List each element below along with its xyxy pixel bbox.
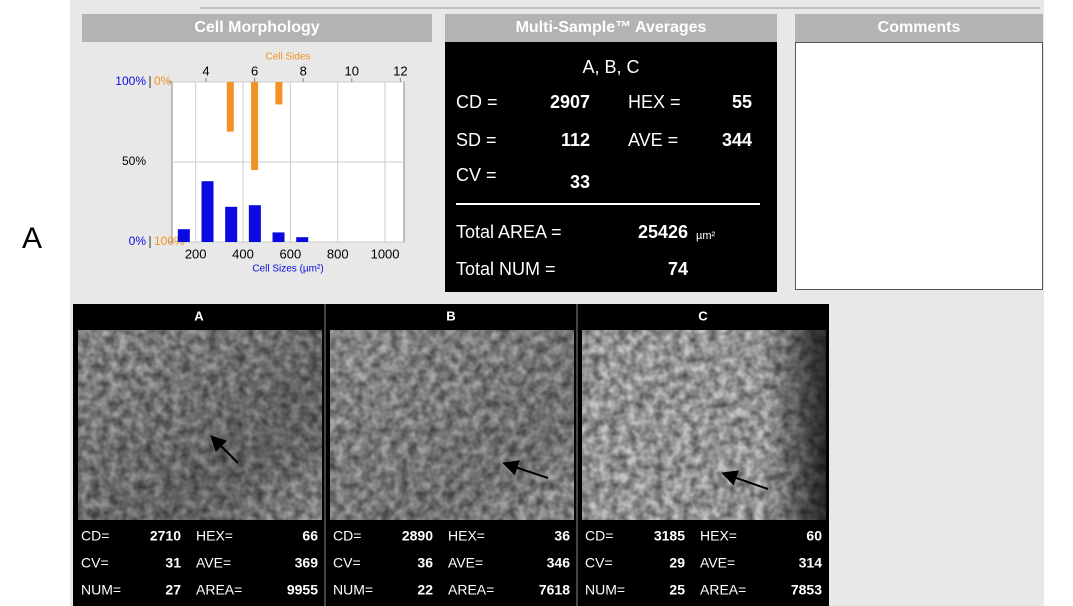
stat-label: CV= (585, 555, 613, 571)
stat-value: 2710 (150, 528, 181, 544)
micrograph-shade (330, 330, 574, 520)
stat-value: 9955 (287, 582, 318, 598)
comments-box[interactable] (796, 43, 1043, 290)
sample-name: C (698, 308, 708, 323)
bar (227, 82, 234, 132)
averages-title: Multi-Sample™ Averages (516, 19, 707, 36)
stat-unit: µm² (696, 230, 716, 242)
stat-label: SD = (456, 130, 497, 150)
stat-label: HEX = (628, 92, 681, 112)
x-tick-label: 1000 (371, 246, 400, 261)
micrograph-shade (78, 330, 322, 520)
stat-label: AREA= (700, 582, 746, 598)
stat-label: AREA= (448, 582, 494, 598)
stat-value: 2890 (402, 528, 433, 544)
stat-value: 55 (732, 92, 752, 112)
comments-title: Comments (878, 19, 961, 36)
stat-value: 25 (669, 582, 685, 598)
stat-label: AVE = (628, 130, 678, 150)
stat-label: CD= (81, 528, 109, 544)
stat-label: NUM= (585, 582, 625, 598)
stat-value: 36 (417, 555, 433, 571)
stat-label: AVE= (196, 555, 231, 571)
sample-name: B (446, 308, 455, 323)
averages-samples: A, B, C (582, 57, 639, 77)
stat-value: 60 (806, 528, 822, 544)
x2-tick-label: 6 (251, 63, 258, 78)
chart-title: Cell Morphology (194, 19, 319, 36)
stat-value: 29 (669, 555, 685, 571)
y2-tick-label: 0% (154, 74, 172, 88)
stat-label: AVE= (700, 555, 735, 571)
x2-tick-label: 4 (202, 63, 209, 78)
stat-label: CV= (333, 555, 361, 571)
x-tick-label: 400 (232, 246, 254, 261)
stat-label: Total AREA = (456, 222, 562, 242)
y-tick-label: 100% (115, 74, 146, 88)
stat-value: 112 (561, 130, 590, 150)
micrograph-shade (582, 330, 826, 520)
stat-value: 74 (668, 259, 688, 279)
bar (202, 181, 214, 242)
stat-value: 25426 (638, 222, 688, 242)
stat-value: 33 (570, 172, 590, 192)
stat-value: 344 (722, 130, 752, 150)
stat-label: CD= (585, 528, 613, 544)
x-tick-label: 800 (327, 246, 349, 261)
bar (249, 205, 261, 242)
bar (178, 229, 190, 242)
y-tick-label: 50% (122, 154, 146, 168)
stat-label: AREA= (196, 582, 242, 598)
stat-label: Total NUM = (456, 259, 556, 279)
stat-value: 66 (302, 528, 318, 544)
x2-tick-label: 12 (393, 63, 407, 78)
x-tick-label: 200 (185, 246, 207, 261)
stat-label: NUM= (81, 582, 121, 598)
stat-value: 22 (417, 582, 433, 598)
stat-label: HEX= (700, 528, 737, 544)
stat-value: 7618 (539, 582, 570, 598)
stat-value: 7853 (791, 582, 822, 598)
stat-label: AVE= (448, 555, 483, 571)
x2-axis-title: Cell Sides (265, 52, 310, 63)
x2-tick-label: 8 (300, 63, 307, 78)
bar (296, 237, 308, 242)
stat-label: CD = (456, 92, 498, 112)
stat-label: CD= (333, 528, 361, 544)
bar (275, 82, 282, 104)
stat-label: HEX= (448, 528, 485, 544)
stat-label: CV= (81, 555, 109, 571)
stat-value: 2907 (550, 92, 590, 112)
x-axis-title: Cell Sizes (µm²) (252, 264, 323, 275)
stat-value: 346 (547, 555, 571, 571)
stat-value: 27 (165, 582, 181, 598)
stat-label: HEX= (196, 528, 233, 544)
stat-value: 3185 (654, 528, 685, 544)
panel-label: A (22, 222, 42, 255)
x2-tick-label: 10 (345, 63, 359, 78)
sample-name: A (194, 308, 204, 323)
stat-value: 314 (799, 555, 823, 571)
stat-value: 369 (295, 555, 319, 571)
x-tick-label: 600 (280, 246, 302, 261)
bar (251, 82, 258, 170)
screen: A Cell Morphology Cell Sides Cell Sizes … (0, 0, 1073, 606)
y-tick-label: 0% (129, 234, 147, 248)
stat-label: CV = (456, 165, 497, 185)
bar (225, 207, 237, 242)
samples: A CD= 2710 HEX= 66 CV= 31 AVE= 369 NUM= 27 AREA= 995… (73, 304, 829, 606)
stat-value: 36 (554, 528, 570, 544)
stat-label: NUM= (333, 582, 373, 598)
stat-value: 31 (165, 555, 181, 571)
bar (273, 232, 285, 242)
